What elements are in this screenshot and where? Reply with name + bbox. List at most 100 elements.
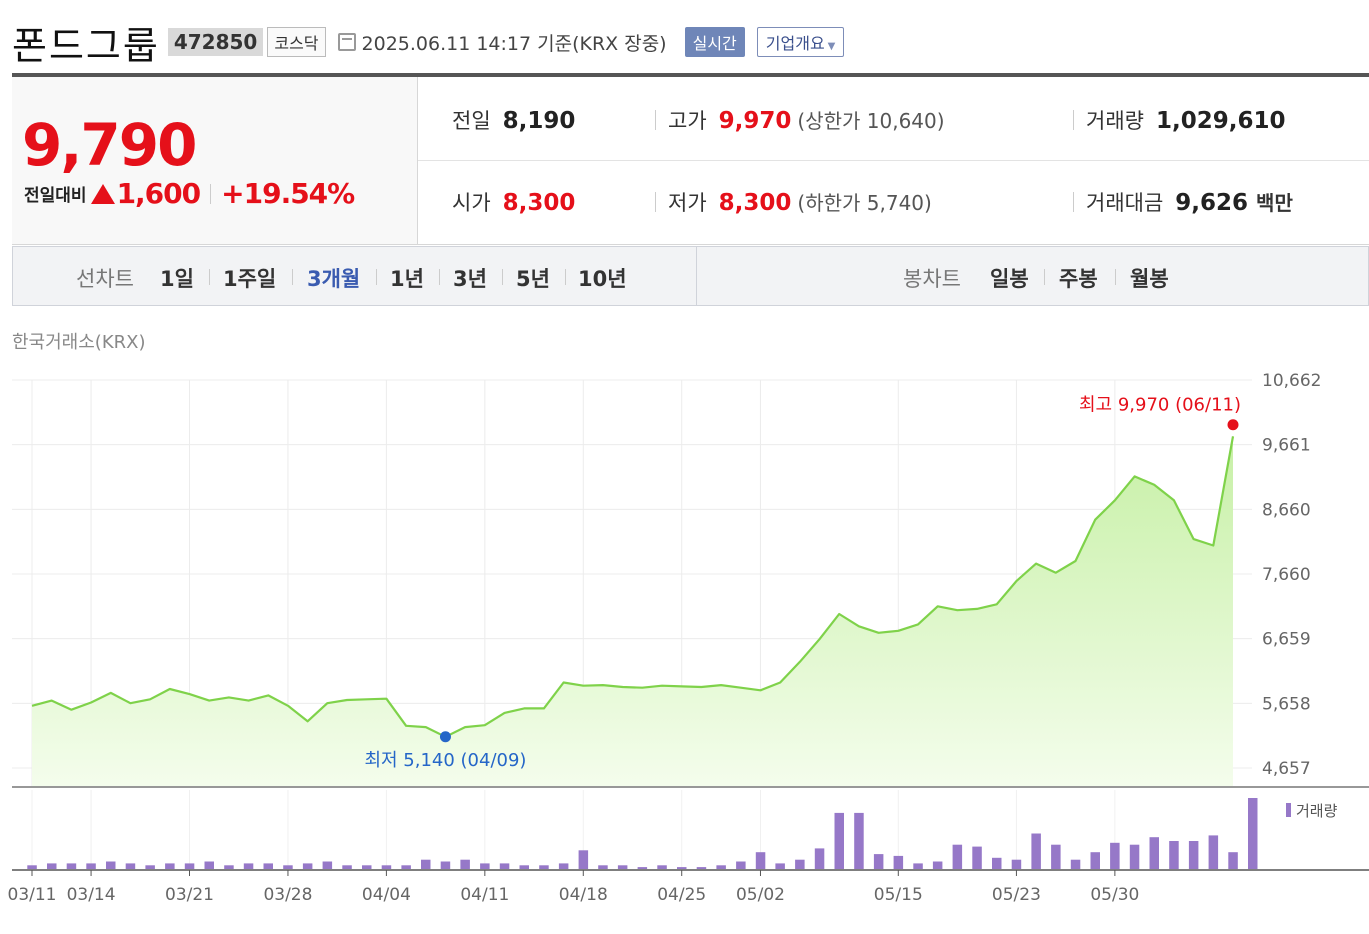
volume-bar bbox=[106, 861, 116, 869]
volume-bar bbox=[1051, 844, 1061, 869]
volume-bar bbox=[1149, 837, 1159, 869]
tab-divider bbox=[292, 269, 293, 285]
volume-bar bbox=[224, 865, 234, 869]
lower-limit: (하한가 5,740) bbox=[797, 191, 932, 215]
price-chart: 10,662 9,661 8,660 7,660 6,659 5,658 4,657 거래량 0… bbox=[0, 360, 1369, 934]
volume-bar bbox=[401, 865, 411, 869]
upper-limit: (상한가 10,640) bbox=[797, 109, 945, 133]
volume-bar bbox=[421, 859, 431, 869]
realtime-button[interactable]: 실시간 bbox=[684, 27, 745, 57]
volume-bar bbox=[1208, 835, 1219, 869]
y-tick-label: 7,660 bbox=[1262, 565, 1311, 585]
volume-bar bbox=[893, 855, 904, 869]
tab-weekly[interactable]: 주봉 bbox=[1059, 267, 1098, 291]
tab-3year[interactable]: 3년 bbox=[453, 267, 487, 291]
volume-bar bbox=[519, 865, 529, 869]
stock-header: 폰드그룹 472850 코스닥 2025.06.11 14:17 기준(KRX … bbox=[12, 14, 845, 70]
tab-daily[interactable]: 일봉 bbox=[990, 267, 1029, 291]
volume-bar bbox=[283, 865, 293, 869]
stats-row-divider bbox=[418, 160, 1369, 161]
x-tick-label: 05/15 bbox=[874, 885, 923, 905]
volume-bar bbox=[952, 844, 963, 869]
y-tick-label: 4,657 bbox=[1262, 759, 1311, 779]
chevron-down-icon: ▼ bbox=[827, 41, 836, 52]
min-marker bbox=[439, 731, 451, 743]
current-price: 9,790 bbox=[22, 111, 197, 179]
tab-divider bbox=[1115, 269, 1116, 285]
x-tick-label: 03/11 bbox=[8, 885, 57, 905]
volume-bar bbox=[617, 865, 628, 869]
volume-bar bbox=[1031, 833, 1041, 869]
stat-low: 저가 8,300 (하한가 5,740) bbox=[668, 187, 932, 217]
stock-name: 폰드그룹 bbox=[12, 23, 160, 68]
volume-bar bbox=[342, 865, 352, 869]
volume-bar bbox=[696, 867, 707, 869]
tab-5year[interactable]: 5년 bbox=[516, 267, 550, 291]
volume-bar bbox=[755, 852, 766, 869]
volume-bar bbox=[814, 848, 825, 869]
volume-bar bbox=[460, 859, 470, 869]
x-tick-label: 04/11 bbox=[460, 885, 509, 905]
quote-datetime: 2025.06.11 14:17 기준(KRX 장중) bbox=[361, 32, 667, 55]
tab-monthly[interactable]: 월봉 bbox=[1130, 267, 1169, 291]
tab-divider bbox=[565, 269, 566, 285]
volume-bar bbox=[440, 861, 451, 869]
volume-bar bbox=[736, 861, 746, 869]
candle-chart-label: 봉차트 bbox=[903, 267, 961, 291]
volume-bar bbox=[263, 863, 273, 869]
prev-close-label: 전일 bbox=[452, 109, 491, 133]
exchange-label: 한국거래소(KRX) bbox=[12, 332, 146, 353]
volume-bar bbox=[539, 865, 549, 869]
x-tick-label: 05/02 bbox=[736, 885, 785, 905]
volume-bar bbox=[204, 861, 214, 869]
trade-amount-value: 9,626 bbox=[1175, 190, 1249, 216]
volume-bar bbox=[184, 863, 195, 869]
volume-bar bbox=[499, 863, 510, 869]
high-value: 9,970 bbox=[718, 108, 792, 134]
stat-high: 고가 9,970 (상한가 10,640) bbox=[668, 105, 945, 135]
volume-value: 1,029,610 bbox=[1155, 108, 1286, 134]
tab-3month[interactable]: 3개월 bbox=[307, 267, 361, 291]
change-amount: 1,600 bbox=[116, 177, 202, 210]
volume-label: 거래량 bbox=[1086, 109, 1144, 133]
stat-trade-amount: 거래대금 9,626 백만 bbox=[1086, 187, 1293, 217]
volume-bar bbox=[972, 846, 982, 869]
high-label: 고가 bbox=[668, 109, 707, 133]
volume-bar bbox=[677, 867, 687, 869]
x-tick-label: 05/23 bbox=[992, 885, 1041, 905]
x-tick-label: 03/14 bbox=[67, 885, 116, 905]
price-panel: 9,790 전일대비 1,600 +19.54% bbox=[12, 77, 418, 245]
market-badge: 코스닥 bbox=[267, 27, 326, 57]
tab-1day[interactable]: 1일 bbox=[160, 267, 194, 291]
tab-1week[interactable]: 1주일 bbox=[223, 267, 277, 291]
change-percent: +19.54% bbox=[221, 177, 355, 210]
open-label: 시가 bbox=[452, 191, 491, 215]
volume-bar bbox=[381, 865, 392, 869]
y-tick-label: 6,659 bbox=[1262, 630, 1311, 650]
volume-bar bbox=[322, 861, 333, 869]
volume-bar bbox=[716, 865, 726, 869]
volume-bar bbox=[480, 863, 490, 869]
volume-bar bbox=[795, 859, 805, 869]
company-overview-button[interactable]: 기업개요 ▼ bbox=[756, 27, 845, 57]
tab-10year[interactable]: 10년 bbox=[578, 267, 627, 291]
price-change: 전일대비 1,600 +19.54% bbox=[24, 177, 355, 210]
low-value: 8,300 bbox=[718, 190, 792, 216]
stat-volume: 거래량 1,029,610 bbox=[1086, 105, 1285, 135]
tabs-divider bbox=[696, 247, 697, 305]
volume-bar bbox=[362, 865, 372, 869]
y-tick-label: 9,661 bbox=[1262, 436, 1311, 456]
tab-1year[interactable]: 1년 bbox=[390, 267, 424, 291]
change-label: 전일대비 bbox=[24, 186, 87, 206]
volume-bar bbox=[165, 863, 175, 869]
prev-close-value: 8,190 bbox=[502, 108, 576, 134]
volume-bar bbox=[27, 865, 37, 869]
x-tick-label: 04/25 bbox=[657, 885, 706, 905]
company-overview-label: 기업개요 bbox=[765, 34, 825, 53]
volume-bar bbox=[932, 861, 943, 869]
x-tick-label: 05/30 bbox=[1090, 885, 1139, 905]
tab-divider bbox=[209, 269, 210, 285]
volume-bar bbox=[1248, 798, 1258, 869]
volume-bar bbox=[1228, 852, 1238, 869]
x-tick-label: 04/18 bbox=[559, 885, 608, 905]
